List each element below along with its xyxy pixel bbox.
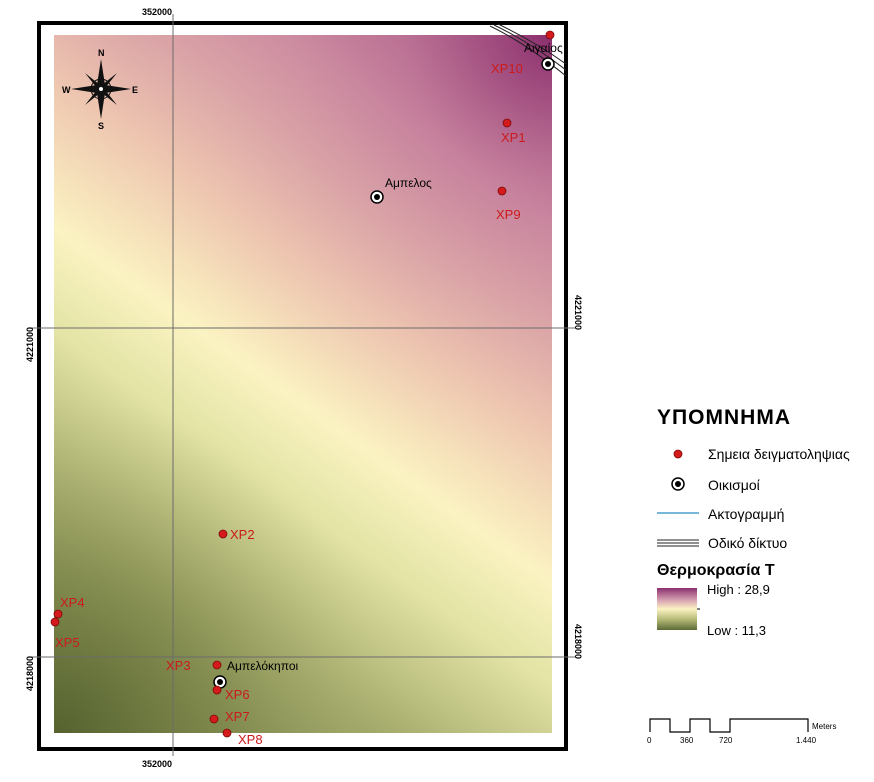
sample-point-label: XP1 [501, 130, 526, 145]
coord-label-bottom: 352000 [142, 759, 172, 769]
legend-item-settlements: Οικισμοί [708, 477, 760, 493]
scale-bar-tick-0: 0 [647, 736, 652, 745]
scale-bar-tick-3: 1.440 [796, 736, 817, 745]
legend-item-road-network: Οδικό δίκτυο [708, 535, 788, 551]
north-arrow-icon: N S E W [62, 48, 138, 131]
legend-low-label: Low : 11,3 [707, 623, 767, 638]
sample-point-xp4[interactable]: XP4 [53, 595, 85, 619]
settlement-ampelos[interactable]: Αμπελος [370, 176, 432, 204]
settlement-icon [671, 477, 685, 491]
legend-high-label: High : 28,9 [707, 582, 770, 597]
sample-point-label: XP5 [55, 635, 80, 650]
settlement-aigaios[interactable]: Αιγαίος [524, 41, 563, 71]
north-arrow-w: W [62, 85, 71, 95]
sample-point-xp8[interactable]: XP8 [222, 728, 263, 747]
temperature-ramp [657, 588, 697, 630]
sample-point-label: XP4 [60, 595, 85, 610]
legend-ramp-title: Θερμοκρασία Τ [657, 562, 775, 579]
red-dot-icon [673, 449, 683, 459]
temperature-raster [54, 35, 552, 733]
graticule [30, 14, 575, 756]
legend-item-sampling-points: Σημεια δειγματοληψιας [708, 446, 850, 462]
sample-point-xp3[interactable]: XP3 [166, 658, 222, 673]
sample-point-label: XP8 [238, 732, 263, 747]
sample-point-xp1[interactable]: XP1 [501, 118, 526, 145]
sample-point-label: XP7 [225, 709, 250, 724]
settlement-label: Αιγαίος [524, 41, 563, 55]
sample-point-xp2[interactable]: XP2 [218, 527, 255, 542]
sample-point-xp10[interactable]: XP10 [491, 30, 555, 76]
settlement-label: Αμπελόκηποι [227, 659, 298, 673]
coord-label-right-lower: 4218000 [573, 624, 583, 659]
sample-point-label: XP9 [496, 207, 521, 222]
scale-bar-tick-2: 720 [719, 736, 733, 745]
sample-point-label: XP3 [166, 658, 191, 673]
scale-bar [649, 718, 809, 733]
settlement-ampelokipoi[interactable]: Αμπελόκηποι [213, 659, 298, 689]
road-network [489, 23, 567, 77]
coord-label-top: 352000 [142, 7, 172, 17]
sample-point-xp5[interactable]: XP5 [50, 617, 80, 650]
sample-point-label: XP6 [225, 687, 250, 702]
legend-title: ΥΠΟΜΝΗΜΑ [657, 406, 791, 429]
sample-point-label: XP2 [230, 527, 255, 542]
sample-point-xp7[interactable]: XP7 [209, 709, 250, 724]
scale-bar-tick-1: 360 [680, 736, 694, 745]
north-arrow-e: E [132, 85, 138, 95]
legend-item-coastline: Ακτογραμμή [708, 506, 785, 522]
coord-label-right-upper: 4221000 [573, 295, 583, 330]
road-network-icon [657, 539, 699, 547]
scale-bar-unit: Meters [812, 722, 837, 731]
sample-point-xp9[interactable]: XP9 [496, 186, 521, 222]
sample-point-xp6[interactable]: XP6 [212, 685, 250, 702]
north-arrow-s: S [98, 121, 104, 131]
north-arrow-n: N [98, 48, 105, 58]
settlement-label: Αμπελος [385, 176, 432, 190]
coord-label-left-upper: 4221000 [25, 327, 35, 362]
coord-label-left-lower: 4218000 [25, 656, 35, 691]
sample-point-label: XP10 [491, 61, 523, 76]
